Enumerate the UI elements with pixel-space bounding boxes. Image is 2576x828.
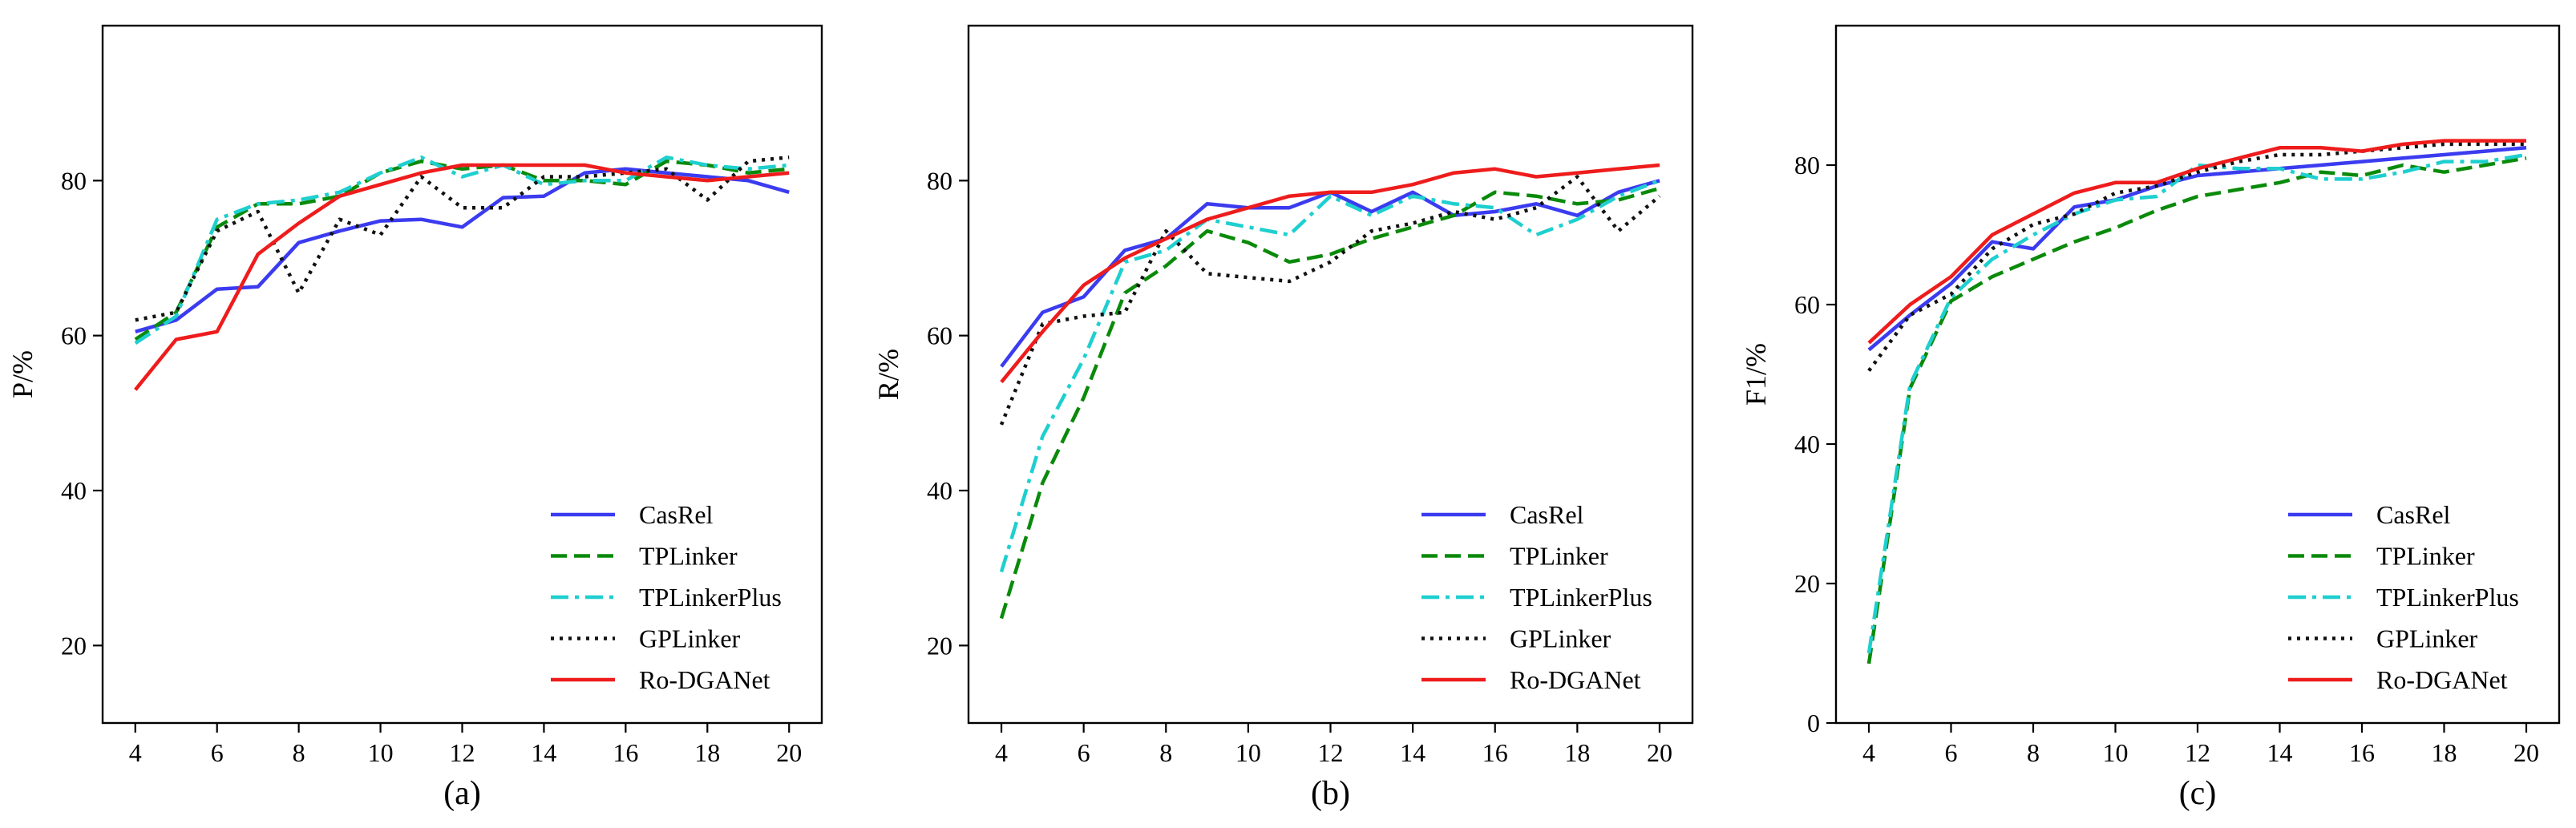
x-tick-label: 16 (1482, 738, 1508, 767)
y-tick-label: 80 (1794, 151, 1820, 180)
x-tick-label: 8 (293, 738, 305, 767)
series-group (1866, 139, 2527, 664)
x-tick-label: 18 (1564, 738, 1590, 767)
x-tick-label: 6 (1945, 738, 1958, 767)
series-line-tplinkerplus (134, 156, 790, 345)
legend: CasRel TPLinker TPLinkerPlus GPLinker Ro-DGA… (551, 500, 782, 694)
x-tick-label: 20 (1647, 738, 1672, 767)
series-line-gplinker (999, 175, 1661, 426)
x-tick-label: 14 (2267, 738, 2293, 767)
x-tick-label: 6 (1078, 738, 1090, 767)
series-line-ro-dganet (1000, 163, 1660, 384)
x-tick-label: 4 (1862, 738, 1875, 767)
legend-label-casrel: CasRel (1510, 500, 1584, 529)
y-tick-label: 20 (61, 631, 87, 660)
y-tick-label: 40 (1794, 430, 1820, 458)
y-tick-label: 80 (61, 166, 87, 195)
legend-label-gplinker: GPLinker (1510, 624, 1612, 653)
x-tick-label: 20 (776, 738, 802, 767)
y-axis-title: R/% (872, 349, 904, 400)
legend-label-tplinkerplus: TPLinkerPlus (2376, 583, 2519, 612)
legend-label-tplinker: TPLinker (639, 542, 738, 571)
x-tick-label: 14 (1400, 738, 1425, 767)
legend-label-tplinkerplus: TPLinkerPlus (1510, 583, 1652, 612)
legend: CasRel TPLinker TPLinkerPlus GPLinker Ro-DGA… (2288, 500, 2519, 694)
x-tick-label: 16 (613, 738, 638, 767)
panel-1: 4 6 8 10 12 14 16 18 20 20 40 60 80 P/% (a) CasRel TPLin… (6, 24, 823, 812)
x-tick-label: 10 (2103, 738, 2129, 767)
x-tick-label: 8 (2027, 738, 2040, 767)
y-tick-label: 20 (1794, 569, 1820, 598)
x-tick-label: 10 (368, 738, 394, 767)
legend: CasRel TPLinker TPLinkerPlus GPLinker Ro-DGA… (1421, 500, 1652, 694)
x-tick-label: 10 (1235, 738, 1261, 767)
x-tick-label: 14 (531, 738, 556, 767)
y-tick-label: 0 (1807, 709, 1820, 737)
legend-label-tplinker: TPLinker (2376, 542, 2475, 571)
series-line-ro-dganet (134, 163, 790, 391)
y-axis-title: P/% (6, 350, 38, 398)
x-tick-label: 6 (211, 738, 224, 767)
x-tick-label: 20 (2513, 738, 2539, 767)
series-line-casrel (135, 167, 790, 333)
x-tick-label: 4 (995, 738, 1008, 767)
x-tick-label: 16 (2349, 738, 2375, 767)
plot-frame (1834, 24, 2561, 725)
y-tick-label: 20 (927, 631, 952, 660)
series-line-tplinker (134, 159, 790, 341)
legend-label-ro-dganet: Ro-DGANet (1510, 665, 1641, 694)
panel-label: (a) (443, 775, 481, 812)
legend-label-ro-dganet: Ro-DGANet (639, 665, 770, 694)
series-line-tplinkerplus (1866, 152, 2527, 654)
y-tick-label: 60 (927, 321, 952, 350)
x-tick-label: 18 (2432, 738, 2457, 767)
y-tick-label: 60 (1794, 290, 1820, 319)
series-line-gplinker (135, 156, 790, 322)
panel-2: 4 6 8 10 12 14 16 18 20 20 40 60 80 R/% (b) CasRel TPLin… (872, 24, 1694, 812)
y-tick-label: 40 (927, 476, 952, 505)
x-tick-label: 8 (1159, 738, 1172, 767)
series-line-tplinkerplus (999, 179, 1660, 573)
y-tick-label: 60 (61, 321, 87, 350)
series-group (999, 163, 1661, 620)
x-tick-label: 12 (450, 738, 475, 767)
y-axis-title: F1/% (1740, 343, 1772, 406)
panel-label: (c) (2179, 775, 2217, 812)
legend-label-casrel: CasRel (639, 500, 714, 529)
legend-label-gplinker: GPLinker (2376, 624, 2478, 653)
plot-frame (101, 24, 823, 725)
series-line-ro-dganet (1867, 139, 2526, 345)
x-tick-label: 12 (2185, 738, 2210, 767)
x-tick-label: 12 (1318, 738, 1344, 767)
legend-label-tplinkerplus: TPLinkerPlus (639, 583, 782, 612)
series-line-gplinker (1867, 142, 2526, 372)
panel-label: (b) (1311, 775, 1350, 812)
y-tick-label: 80 (927, 166, 952, 195)
legend-label-ro-dganet: Ro-DGANet (2376, 665, 2508, 694)
series-group (134, 156, 790, 391)
panel-3: 4 6 8 10 12 14 16 18 20 0 20 40 60 80 F1/% (c) CasRel TPL… (1740, 24, 2561, 812)
legend-label-casrel: CasRel (2376, 500, 2451, 529)
legend-label-gplinker: GPLinker (639, 624, 741, 653)
x-tick-label: 4 (129, 738, 142, 767)
series-line-casrel (1867, 146, 2527, 352)
x-tick-label: 18 (694, 738, 720, 767)
legend-label-tplinker: TPLinker (1510, 542, 1608, 571)
y-tick-label: 40 (61, 476, 87, 505)
